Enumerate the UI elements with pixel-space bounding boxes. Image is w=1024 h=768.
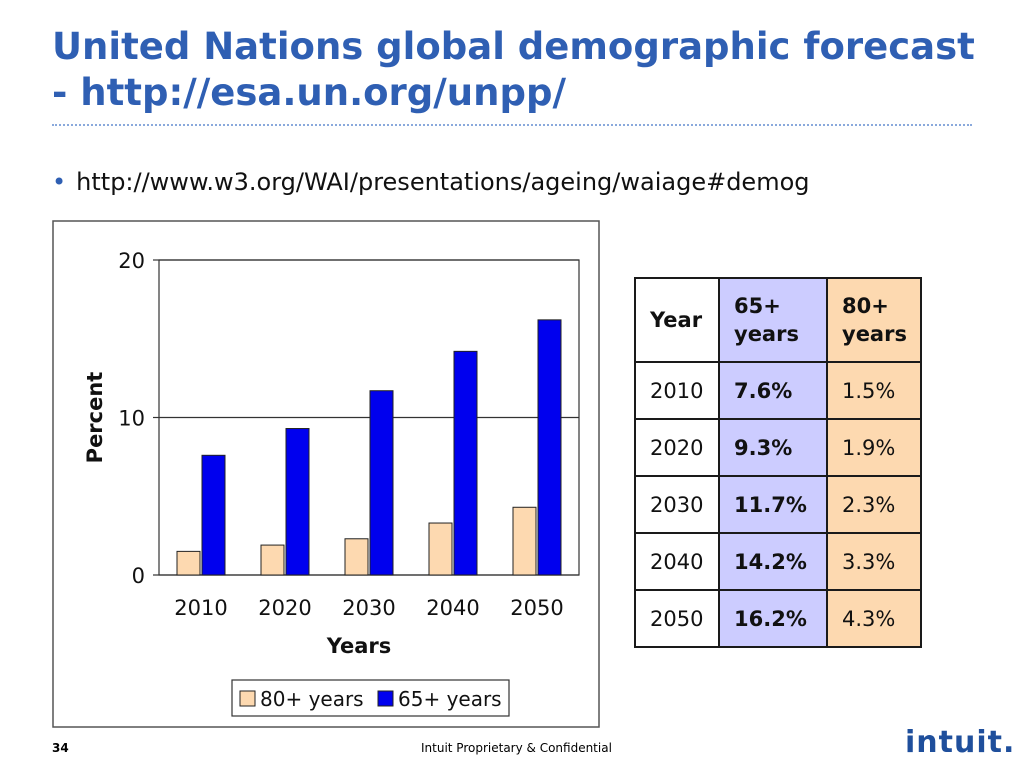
cell-80-years: 1.5% [826, 361, 922, 420]
table-row: 2020 9.3% 1.9% [634, 418, 922, 477]
x-tick-label: 2030 [342, 596, 395, 620]
bar-65-years [537, 319, 562, 576]
chart-svg: 0 10 20 2010 2020 2030 2040 2050 Years Percent 80+… [52, 220, 600, 728]
header-year: Year [634, 277, 720, 363]
table-row: 2010 7.6% 1.5% [634, 361, 922, 420]
x-tick-label: 2010 [174, 596, 227, 620]
bullet-item: • http://www.w3.org/WAI/presentations/age… [52, 168, 810, 196]
bar-65-years [201, 454, 226, 576]
intuit-logo: intuit. [905, 725, 1016, 760]
x-tick-label: 2040 [426, 596, 479, 620]
cell-year: 2030 [634, 475, 720, 534]
title-divider [52, 124, 972, 126]
cell-80-years: 1.9% [826, 418, 922, 477]
bar-65-years [369, 390, 394, 576]
year-table: Year 65+ years 80+ years 2010 7.6% 1.5% … [634, 277, 922, 648]
y-tick-label: 20 [118, 249, 145, 273]
bullet-link-text[interactable]: http://www.w3.org/WAI/presentations/agei… [76, 168, 810, 196]
cell-65-years: 11.7% [718, 475, 828, 534]
header-65-years: 65+ years [718, 277, 828, 363]
cell-80-years: 4.3% [826, 589, 922, 648]
slide-title: United Nations global demographic foreca… [52, 25, 975, 114]
y-axis-title: Percent [83, 372, 107, 464]
cell-year: 2010 [634, 361, 720, 420]
header-80-years: 80+ years [826, 277, 922, 363]
table-header-row: Year 65+ years 80+ years [634, 277, 922, 363]
y-tick-label: 10 [118, 407, 145, 431]
legend-swatch-80-years [239, 690, 256, 707]
cell-65-years: 14.2% [718, 532, 828, 591]
x-tick-label: 2050 [510, 596, 563, 620]
bar-80-years [260, 544, 285, 576]
bar-80-years [512, 506, 537, 576]
table-row: 2050 16.2% 4.3% [634, 589, 922, 648]
table-row: 2030 11.7% 2.3% [634, 475, 922, 534]
bullet-dot: • [52, 168, 67, 196]
bar-80-years [344, 538, 369, 576]
cell-65-years: 16.2% [718, 589, 828, 648]
page-number: 34 [52, 741, 69, 755]
cell-year: 2050 [634, 589, 720, 648]
cell-year: 2020 [634, 418, 720, 477]
table-row: 2040 14.2% 3.3% [634, 532, 922, 591]
legend-box [231, 679, 510, 717]
bar-80-years [176, 550, 201, 576]
y-tick-label: 0 [132, 564, 145, 588]
footer-confidential: Intuit Proprietary & Confidential [421, 741, 612, 755]
cell-65-years: 7.6% [718, 361, 828, 420]
cell-65-years: 9.3% [718, 418, 828, 477]
x-axis-title: Years [326, 634, 392, 658]
legend-label: 80+ years [260, 687, 364, 711]
legend-swatch-65-years [377, 690, 394, 707]
cell-80-years: 2.3% [826, 475, 922, 534]
cell-year: 2040 [634, 532, 720, 591]
bar-chart: 0 10 20 2010 2020 2030 2040 2050 Years Percent 80+… [52, 220, 600, 728]
x-tick-label: 2020 [258, 596, 311, 620]
legend-label: 65+ years [398, 687, 502, 711]
bar-80-years [428, 522, 453, 576]
cell-80-years: 3.3% [826, 532, 922, 591]
bar-65-years [285, 428, 310, 576]
bar-65-years [453, 350, 478, 576]
